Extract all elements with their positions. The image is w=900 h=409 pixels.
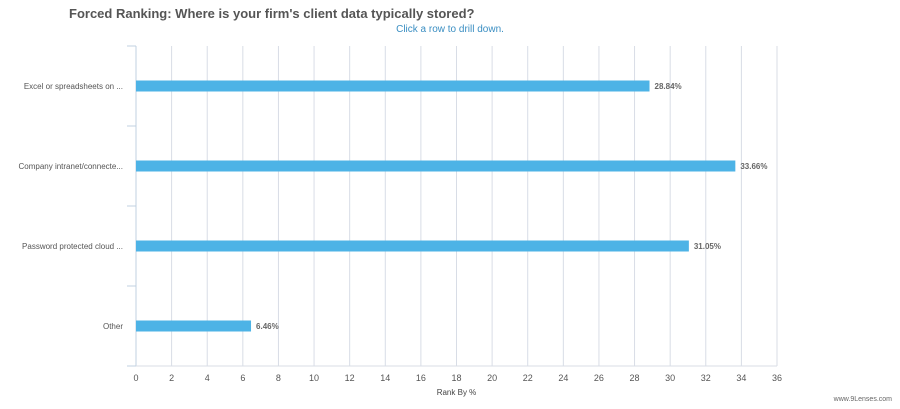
data-label: 28.84% xyxy=(655,82,682,91)
x-axis-title: Rank By % xyxy=(437,388,477,397)
chart-title: Forced Ranking: Where is your firm's cli… xyxy=(69,6,475,21)
x-tick-label: 12 xyxy=(345,373,355,383)
x-tick-label: 20 xyxy=(487,373,497,383)
x-tick-label: 18 xyxy=(451,373,461,383)
x-tick-label: 4 xyxy=(205,373,210,383)
x-tick-label: 22 xyxy=(523,373,533,383)
x-tick-label: 0 xyxy=(133,373,138,383)
x-tick-label: 32 xyxy=(701,373,711,383)
x-tick-label: 28 xyxy=(630,373,640,383)
x-tick-label: 8 xyxy=(276,373,281,383)
gridlines xyxy=(171,46,778,366)
x-tick-label: 26 xyxy=(594,373,604,383)
bar[interactable] xyxy=(136,80,650,92)
category-label: Company intranet/connecte... xyxy=(18,162,123,171)
x-tick-label: 6 xyxy=(240,373,245,383)
data-label: 33.66% xyxy=(740,162,767,171)
x-tick-label: 30 xyxy=(665,373,675,383)
axes xyxy=(127,45,777,367)
drill-down-hint[interactable]: Click a row to drill down. xyxy=(396,24,504,35)
x-tick-label: 24 xyxy=(558,373,568,383)
x-tick-label: 14 xyxy=(380,373,390,383)
credit-text: www.9Lenses.com xyxy=(833,396,892,403)
x-tick-label: 16 xyxy=(416,373,426,383)
category-label: Excel or spreadsheets on ... xyxy=(24,82,123,91)
category-label: Other xyxy=(103,322,123,331)
data-label: 6.46% xyxy=(256,322,279,331)
bar[interactable] xyxy=(136,320,252,332)
bar[interactable] xyxy=(136,160,736,172)
x-tick-label: 2 xyxy=(169,373,174,383)
bars xyxy=(136,80,736,332)
x-tick-label: 34 xyxy=(736,373,746,383)
x-tick-label: 10 xyxy=(309,373,319,383)
category-label: Password protected cloud ... xyxy=(22,242,123,251)
bar[interactable] xyxy=(136,240,689,252)
x-tick-label: 36 xyxy=(772,373,782,383)
data-label: 31.05% xyxy=(694,242,721,251)
